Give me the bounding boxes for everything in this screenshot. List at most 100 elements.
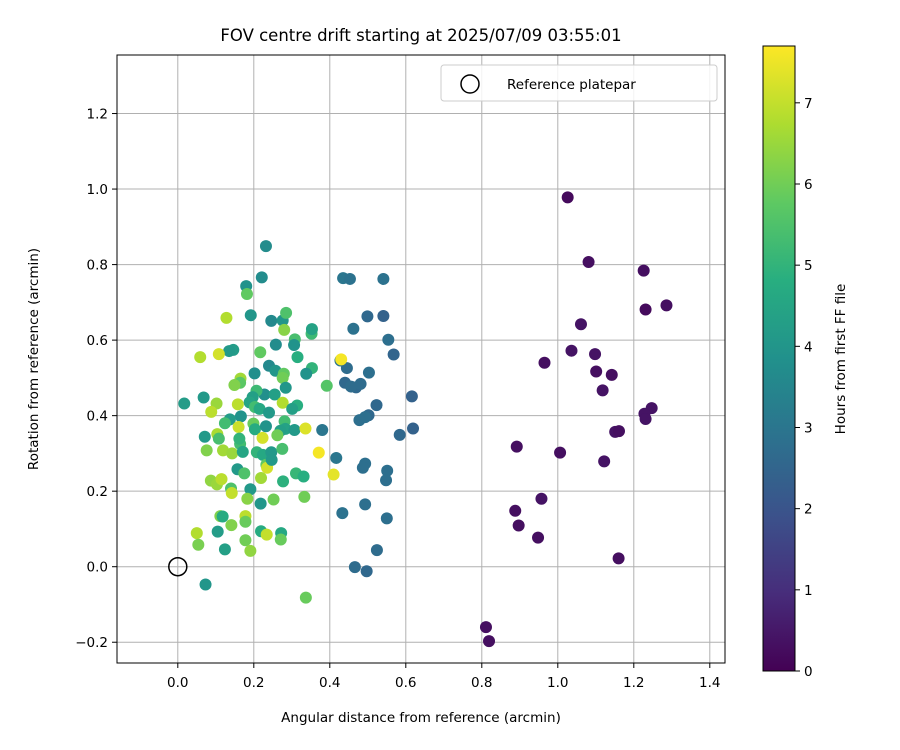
data-point: [380, 512, 393, 525]
data-point: [197, 391, 210, 404]
data-point: [220, 311, 233, 324]
data-point: [244, 544, 257, 557]
y-tick-label: 1.0: [87, 182, 108, 198]
colorbar-tick-label: 5: [804, 258, 813, 274]
data-point: [605, 368, 618, 381]
data-point: [590, 365, 603, 378]
x-axis-label: Angular distance from reference (arcmin): [281, 710, 561, 726]
data-point: [381, 464, 394, 477]
plot-frame: [116, 54, 726, 664]
data-point: [483, 635, 496, 648]
data-point: [205, 405, 218, 418]
data-point: [263, 406, 275, 419]
colorbar-tick-label: 4: [804, 339, 813, 355]
data-point: [240, 288, 253, 301]
y-tick-label: −0.2: [75, 635, 108, 651]
data-point: [212, 432, 225, 445]
colorbar-label: Hours from first FF file: [833, 284, 849, 435]
plot-area: 0.0 0.2 0.4 0.6 0.8 1.0 1.2 1.4 −0.20.00.20.40.…: [75, 54, 726, 691]
data-point: [211, 525, 224, 538]
data-point: [360, 565, 373, 578]
data-point: [248, 423, 261, 436]
data-point: [199, 578, 212, 591]
data-point: [234, 410, 247, 423]
data-point: [565, 344, 578, 357]
data-point: [347, 322, 360, 335]
data-point: [361, 310, 374, 323]
colorbar-tick-label: 6: [804, 177, 813, 193]
data-point: [212, 348, 225, 361]
grid: [117, 55, 725, 663]
data-point: [299, 422, 312, 435]
colorbar-tick-label: 1: [804, 583, 813, 599]
legend-box: [440, 64, 718, 102]
data-point: [582, 255, 595, 268]
data-point: [660, 299, 673, 312]
colorbar-tick-label: 3: [804, 420, 813, 436]
data-point: [348, 561, 361, 574]
data-point: [320, 379, 333, 392]
data-point: [405, 390, 418, 403]
x-tick-label: 0.2: [243, 675, 264, 691]
data-point: [330, 451, 343, 464]
data-point: [218, 543, 231, 556]
data-point: [535, 492, 548, 505]
data-point: [276, 396, 289, 409]
data-point: [255, 471, 268, 484]
data-point: [305, 323, 318, 336]
data-point: [370, 399, 383, 412]
data-point: [271, 429, 284, 442]
data-points: [178, 191, 673, 648]
data-point: [223, 345, 236, 358]
data-point: [298, 490, 311, 503]
data-point: [377, 272, 390, 285]
data-point: [312, 446, 325, 459]
data-point: [278, 323, 291, 336]
colorbar-ticks: 0 1 2 3 4 5 6 7: [795, 96, 813, 680]
data-point: [286, 402, 299, 415]
data-point: [639, 303, 652, 316]
data-point: [380, 474, 393, 487]
data-point: [335, 353, 348, 366]
data-point: [265, 314, 278, 327]
data-point: [254, 497, 267, 510]
colorbar-tick-label: 0: [804, 664, 813, 680]
data-point: [236, 445, 249, 458]
x-tick-label: 1.2: [623, 675, 644, 691]
data-point: [215, 473, 228, 486]
data-point: [279, 381, 292, 394]
data-point: [232, 420, 245, 433]
data-point: [216, 510, 229, 523]
data-point: [233, 432, 246, 445]
data-point: [510, 440, 523, 453]
data-point: [596, 384, 609, 397]
data-point: [345, 380, 358, 393]
data-point: [554, 446, 567, 459]
data-point: [299, 591, 312, 604]
colorbar-gradient: [762, 45, 796, 672]
data-point: [274, 533, 287, 546]
y-tick-label: 0.0: [87, 560, 108, 576]
data-point: [268, 388, 281, 401]
x-tick-label: 0.6: [395, 675, 416, 691]
data-point: [288, 423, 301, 436]
data-point: [194, 351, 207, 364]
data-point: [639, 413, 652, 426]
y-axis-ticks: −0.2 0.0 0.2 0.4 0.6 0.8 1.0 1.2: [75, 107, 117, 651]
reference-platepar-marker: [168, 556, 188, 577]
data-point: [512, 519, 525, 532]
data-point: [276, 371, 289, 384]
data-point: [256, 431, 269, 444]
x-tick-label: 0.8: [471, 675, 492, 691]
data-point: [589, 348, 602, 361]
legend-marker-icon: [460, 74, 480, 94]
x-tick-label: 1.4: [699, 675, 720, 691]
data-point: [192, 538, 205, 551]
data-point: [200, 444, 213, 457]
data-point: [218, 417, 231, 430]
data-point: [382, 333, 395, 346]
data-point: [225, 519, 238, 532]
x-tick-label: 1.0: [547, 675, 568, 691]
y-tick-label: 0.8: [87, 258, 108, 274]
